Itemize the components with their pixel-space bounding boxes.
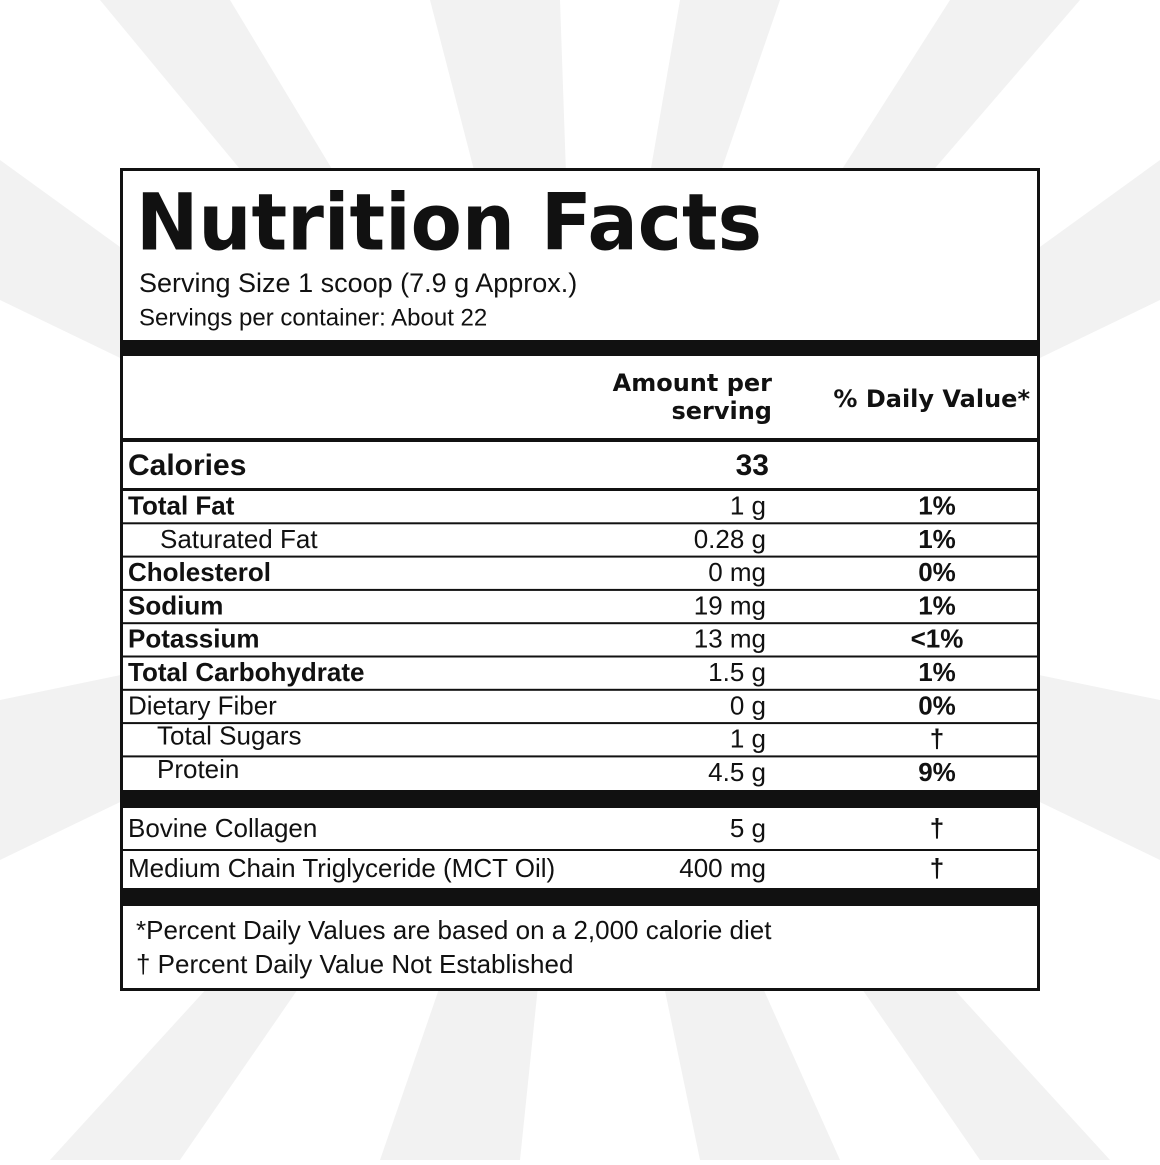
nutrient-daily-value: <1% [911,624,964,654]
nutrient-amount: 0 g [730,690,766,720]
nutrient-daily-value: 1% [918,491,956,521]
ingredient-daily-value: † [930,853,944,883]
ingredient-amount: 400 mg [679,853,766,883]
amount-header: Amount per serving [613,369,773,425]
nutrient-daily-value: † [930,724,944,754]
nutrient-name: Total Sugars [157,721,302,751]
serving-size: Serving Size 1 scoop (7.9 g Approx.) [139,268,577,298]
nutrient-amount: 13 mg [694,624,766,654]
rule [121,849,1038,851]
rule [121,622,1038,625]
rule [121,588,1038,591]
ingredient-amount: 5 g [730,813,766,843]
footnote: † Percent Daily Value Not Established [136,949,573,979]
servings-per-container: Servings per container: About 22 [139,304,487,331]
rule [121,722,1038,725]
nutrient-name: Total Carbohydrate [128,657,364,687]
nutrient-amount: 4.5 g [708,757,766,787]
thick-bar [121,888,1038,906]
nutrient-daily-value: 0% [918,557,956,587]
rule [121,555,1038,558]
nutrient-amount: 1 g [730,491,766,521]
nutrient-amount: 1 g [730,724,766,754]
ingredient-name: Medium Chain Triglyceride (MCT Oil) [128,853,555,883]
title: Nutrition Facts [136,178,762,268]
ingredient-daily-value: † [930,813,944,843]
calories-label: Calories [128,449,246,482]
rule [121,488,1038,491]
rule [121,438,1038,442]
nutrient-name: Saturated Fat [160,524,318,554]
nutrient-name: Cholesterol [128,557,271,587]
nutrient-amount: 19 mg [694,590,766,620]
nutrient-name: Protein [157,754,239,784]
footnote: *Percent Daily Values are based on a 2,0… [136,915,772,945]
nutrient-daily-value: 1% [918,524,956,554]
nutrient-daily-value: 0% [918,690,956,720]
daily-value-header: % Daily Value* [833,385,1030,413]
nutrient-daily-value: 9% [918,757,956,787]
label-border [120,168,1040,991]
nutrient-name: Total Fat [128,491,235,521]
ingredient-name: Bovine Collagen [128,813,317,843]
thick-bar [121,340,1038,356]
calories-amount: 33 [736,449,769,482]
rule [121,655,1038,658]
nutrient-name: Sodium [128,590,223,620]
nutrient-amount: 0 mg [708,557,766,587]
thick-bar [121,790,1038,808]
rule [121,688,1038,691]
nutrient-daily-value: 1% [918,657,956,687]
nutrient-daily-value: 1% [918,590,956,620]
nutrient-amount: 1.5 g [708,657,766,687]
rule [121,522,1038,525]
nutrient-amount: 0.28 g [694,524,766,554]
nutrient-name: Dietary Fiber [128,690,277,720]
rule [121,755,1038,758]
nutrient-name: Potassium [128,624,260,654]
